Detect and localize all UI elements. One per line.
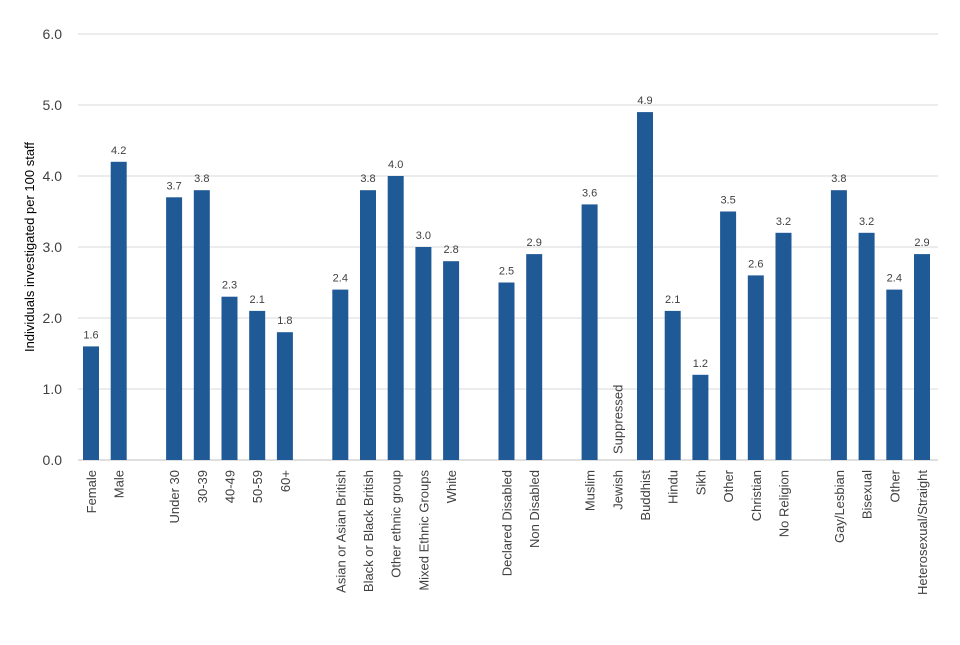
bar [83, 346, 99, 460]
bar [914, 254, 930, 460]
bar [830, 190, 847, 460]
data-label: 3.7 [166, 180, 181, 192]
bar [775, 232, 792, 460]
bar [526, 254, 543, 460]
x-tick-label: Mixed Ethnic Groups [416, 470, 431, 591]
bar [249, 310, 266, 460]
data-label: 2.4 [333, 273, 348, 285]
bar [858, 232, 875, 460]
data-label: 3.2 [859, 216, 874, 228]
data-label: 3.6 [582, 187, 597, 199]
data-label: 2.6 [748, 258, 763, 270]
bar [720, 211, 737, 460]
x-tick-label: Declared Disabled [500, 470, 515, 576]
bar [581, 204, 598, 460]
data-label: 2.9 [527, 237, 542, 249]
bars [83, 112, 930, 461]
y-tick-label: 2.0 [43, 310, 63, 326]
x-tick-label: No Religion [777, 470, 792, 537]
bar [637, 112, 653, 460]
bar [332, 289, 349, 460]
y-tick-labels: 0.0 1.0 2.0 3.0 4.0 5.0 6.0 [43, 26, 63, 468]
x-tick-label: Hindu [666, 470, 681, 504]
x-tick-label: Other [887, 469, 902, 502]
data-label: 3.2 [776, 216, 791, 228]
x-tick-label: Other [721, 469, 736, 502]
data-label: 4.9 [637, 95, 652, 107]
bar [166, 197, 183, 461]
bar [415, 247, 432, 460]
bar [276, 332, 293, 460]
x-tick-label: Other ethnic group [389, 470, 404, 578]
bar [221, 296, 238, 460]
y-tick-label: 5.0 [43, 97, 63, 113]
x-tick-label: Christian [749, 470, 764, 521]
x-tick-label: Heterosexual/Straight [915, 470, 930, 595]
bar [692, 374, 709, 460]
bar [110, 161, 127, 461]
data-label: 2.9 [914, 237, 929, 249]
x-tick-label: Buddhist [638, 470, 653, 521]
data-label: 1.8 [277, 315, 292, 327]
bar [886, 289, 903, 460]
data-labels: 1.6 4.2 3.7 3.8 2.3 2.1 1.8 2.4 3.8 4.0 3.0 2.8 2.5 2… [83, 95, 929, 454]
y-tick-label: 1.0 [43, 381, 63, 397]
data-label: 3.8 [360, 173, 375, 185]
y-axis-title: Individuals investigated per 100 staff [22, 142, 37, 352]
suppressed-label: Suppressed [610, 385, 625, 454]
data-label: 3.8 [194, 173, 209, 185]
x-tick-label: Male [112, 470, 127, 498]
x-tick-label: 50-59 [250, 470, 265, 503]
data-label: 3.5 [720, 195, 735, 207]
data-label: 4.0 [388, 159, 403, 171]
x-tick-labels: Female Male Under 30 30-39 40-49 50-59 60+ Asia… [84, 469, 930, 595]
data-label: 1.2 [693, 358, 708, 370]
data-label: 3.0 [416, 230, 431, 242]
bar [387, 176, 404, 460]
bar [443, 261, 460, 460]
data-label: 1.6 [83, 329, 98, 341]
x-tick-label: 40-49 [223, 470, 238, 503]
data-label: 2.1 [665, 294, 680, 306]
x-tick-label: Under 30 [167, 470, 182, 523]
x-tick-label: Sikh [693, 470, 708, 495]
data-label: 2.1 [250, 294, 265, 306]
x-tick-label: Gay/Lesbian [832, 470, 847, 543]
x-tick-label: Black or Black British [361, 470, 376, 592]
x-tick-label: Muslim [583, 470, 598, 511]
x-tick-label: Female [84, 470, 99, 513]
bar [747, 275, 764, 460]
x-tick-label: 30-39 [195, 470, 210, 503]
bar [360, 190, 376, 460]
x-tick-label: Bisexual [860, 470, 875, 519]
data-label: 2.4 [887, 273, 902, 285]
bar [193, 190, 210, 460]
x-tick-label: White [444, 470, 459, 503]
x-tick-label: Jewish [610, 470, 625, 510]
bar [664, 310, 681, 460]
y-tick-label: 3.0 [43, 239, 63, 255]
bar [498, 282, 515, 460]
data-label: 3.8 [831, 173, 846, 185]
y-tick-label: 0.0 [43, 452, 63, 468]
y-tick-label: 4.0 [43, 168, 63, 184]
x-tick-label: Non Disabled [527, 470, 542, 548]
x-tick-label: Asian or Asian British [333, 470, 348, 593]
y-tick-label: 6.0 [43, 26, 63, 42]
data-label: 2.5 [499, 266, 514, 278]
data-label: 2.8 [443, 244, 458, 256]
data-label: 4.2 [111, 145, 126, 157]
x-tick-label: 60+ [278, 470, 293, 492]
data-label: 2.3 [222, 280, 237, 292]
